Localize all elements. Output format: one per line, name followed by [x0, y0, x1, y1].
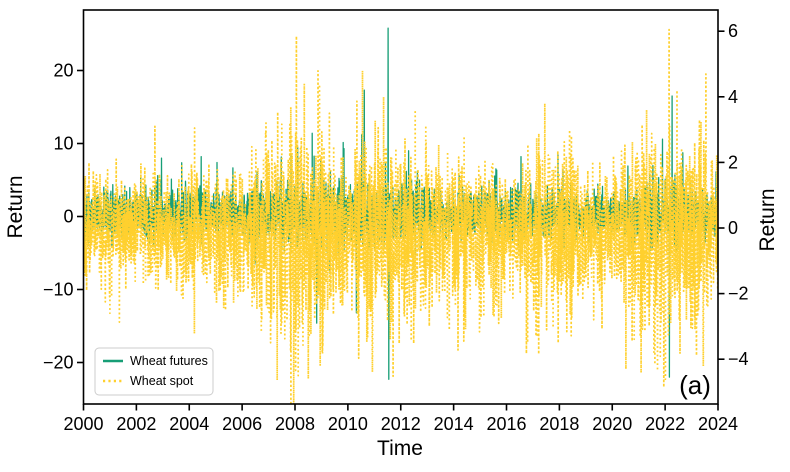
- right-tick-label: 0: [728, 218, 738, 238]
- x-tick-label: 2020: [592, 414, 632, 434]
- x-tick-label: 2016: [486, 414, 526, 434]
- x-tick-label: 2024: [698, 414, 738, 434]
- x-tick-label: 2012: [381, 414, 421, 434]
- x-tick-label: 2022: [645, 414, 685, 434]
- right-tick-label: −2: [728, 284, 749, 304]
- x-tick-label: 2000: [63, 414, 103, 434]
- series-wheat-spot: [83, 28, 718, 404]
- left-tick-label: −20: [43, 353, 74, 373]
- x-tick-label: 2010: [328, 414, 368, 434]
- left-axis-label: Return: [4, 175, 27, 238]
- x-axis-label: Time: [377, 437, 423, 460]
- left-tick-label: −10: [43, 280, 74, 300]
- legend: Wheat futures Wheat spot: [94, 347, 214, 396]
- x-tick-label: 2006: [222, 414, 262, 434]
- panel-label: (a): [679, 370, 711, 400]
- right-tick-label: 2: [728, 152, 738, 172]
- x-tick-label: 2018: [539, 414, 579, 434]
- x-tick-label: 2008: [275, 414, 315, 434]
- right-tick-label: 4: [728, 87, 738, 107]
- x-tick-label: 2002: [116, 414, 156, 434]
- legend-label-wheat-spot: Wheat spot: [130, 374, 194, 388]
- right-axis-label: Return: [756, 188, 779, 251]
- x-tick-label: 2004: [169, 414, 209, 434]
- x-tick-label: 2014: [434, 414, 474, 434]
- right-tick-label: 6: [728, 21, 738, 41]
- legend-box: [94, 347, 214, 396]
- right-tick-label: −4: [728, 349, 749, 369]
- left-tick-label: 20: [53, 61, 73, 81]
- left-tick-label: 0: [63, 207, 73, 227]
- plot-border: [82, 9, 719, 405]
- legend-label-wheat-futures: Wheat futures: [130, 354, 208, 368]
- left-tick-label: 10: [53, 134, 73, 154]
